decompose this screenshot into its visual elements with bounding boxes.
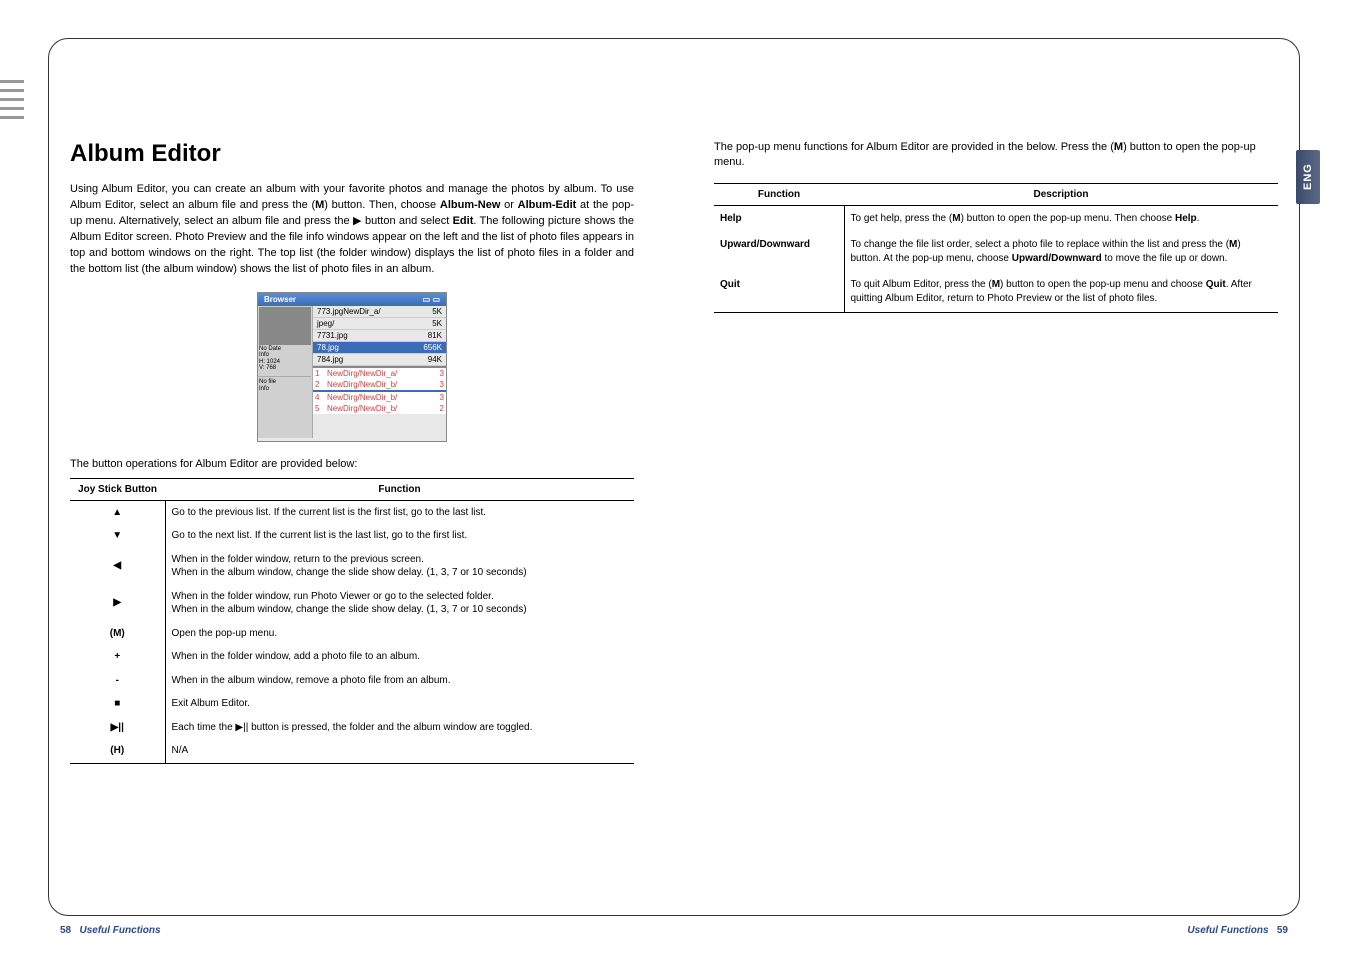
- popup-row-fn: Quit: [714, 272, 844, 313]
- table-row-button: ■: [70, 692, 165, 716]
- th-function2: Function: [714, 183, 844, 205]
- popup-row-desc: To change the file list order, select a …: [844, 232, 1278, 272]
- language-tab: ENG: [1296, 150, 1320, 204]
- popup-menu-table: Function Description Help To get help, p…: [714, 183, 1278, 313]
- table-row-button: +: [70, 645, 165, 669]
- titlebar-icons: ▭ ▭: [423, 295, 440, 304]
- table-row-func: When in the folder window, return to the…: [165, 548, 634, 585]
- page-num-right: 59: [1277, 925, 1288, 936]
- screenshot-title: Browser: [264, 295, 296, 304]
- table-row-func: When in the album window, remove a photo…: [165, 669, 634, 693]
- table-row-button: -: [70, 669, 165, 693]
- table-row-func: When in the folder window, run Photo Vie…: [165, 585, 634, 622]
- th-joystick: Joy Stick Button: [70, 478, 165, 500]
- screenshot-info2: No fileInfo: [259, 376, 311, 392]
- table-row-button: ▲: [70, 500, 165, 524]
- table-row-button: (M): [70, 622, 165, 646]
- table-row-func: Go to the previous list. If the current …: [165, 500, 634, 524]
- table-row-button: ▶: [70, 585, 165, 622]
- button-operations-table: Joy Stick Button Function ▲ Go to the pr…: [70, 478, 634, 764]
- intro-paragraph: Using Album Editor, you can create an al…: [70, 182, 634, 278]
- screenshot-titlebar: Browser ▭ ▭: [258, 293, 446, 306]
- table-row-func: Each time the ▶|| button is pressed, the…: [165, 716, 634, 740]
- th-description: Description: [844, 183, 1278, 205]
- page-num-left: 58: [60, 925, 71, 936]
- right-intro: The pop-up menu functions for Album Edit…: [714, 140, 1278, 171]
- table-row-button: ▼: [70, 524, 165, 548]
- popup-row-desc: To quit Album Editor, press the (M) butt…: [844, 272, 1278, 313]
- table-row-button: ◀: [70, 548, 165, 585]
- popup-row-fn: Upward/Downward: [714, 232, 844, 272]
- section-title: Album Editor: [70, 140, 634, 168]
- table-row-func: N/A: [165, 739, 634, 763]
- screenshot-thumb: [259, 307, 311, 345]
- editor-screenshot: Browser ▭ ▭ No DateInfoH: 1024V: 768 No …: [257, 292, 447, 442]
- popup-row-desc: To get help, press the (M) button to ope…: [844, 205, 1278, 232]
- th-function: Function: [165, 478, 634, 500]
- right-page: The pop-up menu functions for Album Edit…: [674, 0, 1348, 954]
- table-row-button: ▶||: [70, 716, 165, 740]
- screenshot-info1: No DateInfoH: 1024V: 768: [259, 346, 311, 372]
- screenshot-file-rows: 773.jpgNewDir_a/5Kjpeg/5K7731.jpg81K78.j…: [313, 306, 446, 366]
- popup-row-fn: Help: [714, 205, 844, 232]
- screenshot-album-rows: 1NewDirg/NewDir_a/32NewDirg/NewDir_b/34N…: [313, 366, 446, 414]
- footer-right: Useful Functions 59: [1187, 925, 1288, 936]
- section-name-right: Useful Functions: [1187, 925, 1268, 936]
- table-row-func: Go to the next list. If the current list…: [165, 524, 634, 548]
- table-caption: The button operations for Album Editor a…: [70, 458, 634, 470]
- left-page: Album Editor Using Album Editor, you can…: [0, 0, 674, 954]
- table-row-func: Exit Album Editor.: [165, 692, 634, 716]
- table-row-func: When in the folder window, add a photo f…: [165, 645, 634, 669]
- section-name-left: Useful Functions: [79, 925, 160, 936]
- footer-left: 58 Useful Functions: [60, 925, 161, 936]
- table-row-button: (H): [70, 739, 165, 763]
- table-row-func: Open the pop-up menu.: [165, 622, 634, 646]
